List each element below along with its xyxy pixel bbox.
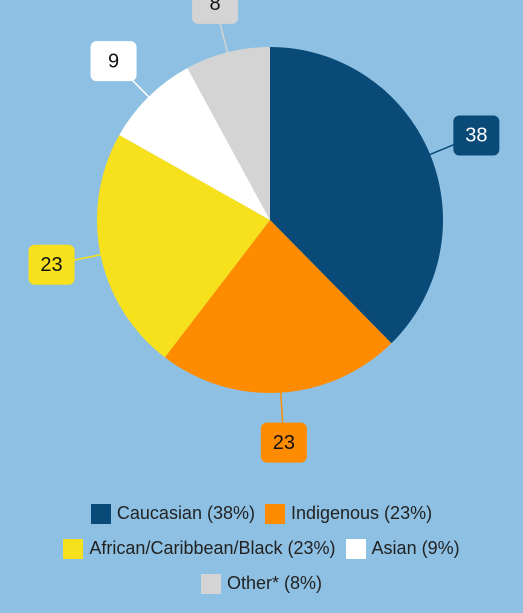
pie-slice bbox=[119, 67, 270, 220]
legend-item: Asian (9%) bbox=[345, 538, 460, 559]
legend-item: Caucasian (38%) bbox=[90, 503, 255, 524]
pie-slice bbox=[270, 47, 444, 344]
label-box bbox=[260, 422, 307, 463]
legend-label: Caucasian (38%) bbox=[116, 503, 255, 523]
data-label: 38 bbox=[465, 125, 487, 147]
label-box bbox=[28, 244, 75, 285]
pie-slice bbox=[97, 135, 270, 358]
chart: 38 23 23 9 8 bbox=[28, 0, 500, 463]
data-label: 23 bbox=[40, 254, 62, 276]
legend-label: Indigenous (23%) bbox=[290, 503, 433, 523]
data-label: 9 bbox=[108, 50, 119, 72]
legend-swatch bbox=[200, 573, 221, 594]
legend-item: Indigenous (23%) bbox=[264, 503, 433, 524]
label-box bbox=[90, 41, 137, 82]
data-label: 8 bbox=[210, 0, 221, 15]
legend-swatch bbox=[264, 503, 285, 524]
label-box bbox=[453, 115, 500, 156]
legend-label: Asian (9%) bbox=[371, 538, 460, 558]
legend-item: Other* (8%) bbox=[200, 573, 323, 594]
label-box bbox=[192, 0, 239, 24]
legend-swatch bbox=[63, 538, 84, 559]
legend-label: African/Caribbean/Black (23%) bbox=[89, 538, 336, 558]
legend-swatch bbox=[90, 503, 111, 524]
pie-slice bbox=[164, 220, 392, 393]
legend-swatch bbox=[345, 538, 366, 559]
legend-item: African/Caribbean/Black (23%) bbox=[63, 538, 336, 559]
legend: Caucasian (38%) Indigenous (23%) African/C… bbox=[0, 503, 523, 594]
pie-slice bbox=[187, 47, 270, 220]
data-label: 23 bbox=[273, 432, 295, 454]
legend-label: Other* (8%) bbox=[226, 573, 323, 593]
